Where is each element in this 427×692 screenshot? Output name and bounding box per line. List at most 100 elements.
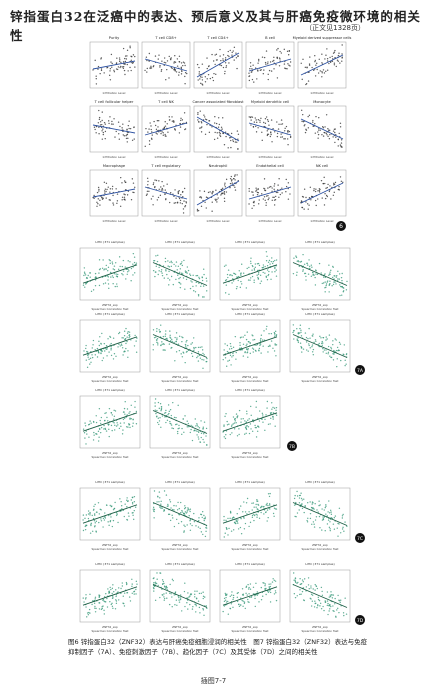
- dot: [233, 428, 236, 430]
- dot: [135, 351, 138, 353]
- dot: [311, 600, 314, 602]
- dot: [266, 119, 269, 121]
- dot: [339, 122, 342, 125]
- dot: [133, 261, 136, 264]
- dot: [219, 135, 222, 138]
- dot: [183, 200, 185, 202]
- dot: [294, 515, 296, 518]
- fit-line: [82, 336, 138, 356]
- dot: [237, 415, 239, 417]
- dot: [195, 346, 197, 349]
- dot: [200, 131, 203, 133]
- axis-label: ZNF32_exp: [312, 543, 328, 547]
- dot: [322, 518, 325, 520]
- dot: [248, 187, 250, 190]
- dot: [183, 530, 185, 532]
- dot: [245, 427, 247, 429]
- dot: [201, 63, 204, 65]
- dot: [183, 352, 185, 354]
- dot: [262, 271, 264, 274]
- dot: [100, 509, 102, 511]
- dot: [248, 586, 250, 589]
- dot: [219, 134, 221, 136]
- dot: [219, 64, 221, 66]
- dot: [126, 141, 128, 143]
- dot: [124, 401, 126, 403]
- dot: [258, 58, 260, 61]
- dot: [252, 348, 255, 350]
- dot: [85, 283, 87, 285]
- dot: [172, 427, 175, 430]
- dot: [258, 601, 260, 603]
- dot: [329, 594, 331, 596]
- dot: [119, 66, 121, 69]
- dot: [257, 272, 260, 274]
- dot: [271, 408, 273, 410]
- dot: [98, 109, 100, 112]
- dot: [271, 402, 273, 404]
- dot: [302, 121, 305, 123]
- dot: [310, 605, 313, 607]
- dot: [269, 492, 271, 495]
- dot: [198, 276, 200, 278]
- dot: [225, 264, 227, 266]
- dot: [331, 55, 333, 58]
- dot: [98, 436, 100, 438]
- dot: [113, 415, 116, 417]
- dot: [96, 356, 99, 358]
- dot: [132, 61, 134, 64]
- dot: [317, 598, 320, 601]
- dot: [120, 425, 122, 428]
- dot: [178, 271, 181, 273]
- dot: [156, 501, 158, 503]
- dot: [240, 505, 242, 507]
- dot: [225, 284, 228, 286]
- dot: [302, 270, 304, 272]
- dot: [237, 133, 240, 135]
- dot: [268, 259, 271, 262]
- dot: [125, 278, 127, 280]
- dot: [326, 281, 328, 283]
- dot: [93, 421, 95, 423]
- dot: [203, 518, 205, 520]
- dot: [190, 280, 192, 282]
- dot: [255, 189, 258, 191]
- test-label: Spearman Correlation Test: [231, 379, 269, 383]
- dot: [259, 339, 262, 341]
- dot: [154, 398, 157, 400]
- dot: [99, 199, 101, 202]
- dot: [188, 515, 190, 517]
- dot: [198, 592, 201, 595]
- dot: [134, 55, 136, 58]
- dot: [114, 410, 117, 412]
- dot: [114, 262, 117, 264]
- dot: [95, 415, 97, 417]
- dot: [198, 71, 201, 73]
- dot: [317, 604, 319, 606]
- dot: [103, 190, 106, 192]
- dot: [332, 265, 334, 268]
- dot: [321, 197, 323, 199]
- dot: [315, 115, 317, 118]
- dot: [118, 138, 121, 140]
- dot: [182, 277, 185, 279]
- dot: [229, 342, 232, 345]
- dot: [101, 607, 103, 610]
- dot: [165, 330, 167, 332]
- dot: [272, 578, 274, 580]
- dot: [186, 509, 189, 511]
- dot: [167, 404, 170, 406]
- dot: [168, 343, 171, 345]
- dot: [165, 79, 167, 81]
- panel-title: T cell regulatory: [150, 164, 181, 168]
- dot: [175, 278, 177, 281]
- dot: [270, 131, 272, 133]
- dot: [311, 351, 314, 353]
- dot: [341, 57, 343, 59]
- dot: [184, 343, 187, 346]
- dot: [243, 602, 246, 605]
- dot: [181, 509, 183, 512]
- dot: [215, 73, 217, 76]
- dot: [265, 414, 267, 416]
- dot: [111, 275, 114, 277]
